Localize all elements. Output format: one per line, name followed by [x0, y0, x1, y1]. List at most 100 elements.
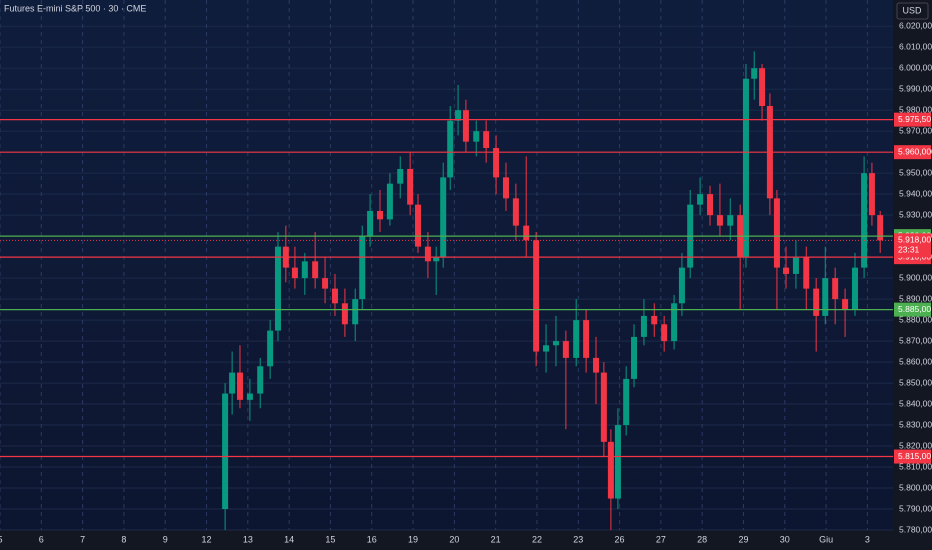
- candle-body: [312, 261, 319, 279]
- x-tick-label: 9: [163, 534, 168, 544]
- x-tick-label: 5: [0, 534, 3, 544]
- candle-body: [455, 110, 462, 121]
- candle-body: [751, 68, 758, 79]
- candle-body: [552, 341, 559, 346]
- candle-body: [483, 131, 490, 148]
- time-axis: [0, 530, 893, 550]
- x-tick-label: 30: [780, 534, 790, 544]
- x-tick-label: 16: [367, 534, 377, 544]
- candle-body: [440, 177, 447, 258]
- x-tick-label: 3: [865, 534, 870, 544]
- candle-body: [573, 320, 580, 358]
- y-tick-label: 6.020,00: [899, 20, 932, 30]
- x-tick-label: 28: [697, 534, 707, 544]
- candle-body: [377, 210, 383, 220]
- candle-body: [367, 210, 374, 237]
- candle-body: [359, 236, 366, 300]
- y-tick-label: 5.890,00: [899, 293, 932, 303]
- chart-title: Futures E-mini S&P 500 · 30 · CME: [4, 3, 146, 13]
- y-tick-label: 5.980,00: [899, 104, 932, 114]
- candle-body: [473, 131, 480, 142]
- candle-body: [727, 215, 734, 226]
- level-label: 5.815,00: [898, 451, 931, 461]
- candle-body: [716, 215, 723, 226]
- candle-body: [773, 198, 780, 268]
- x-tick-label: Giu: [819, 534, 833, 544]
- candle-body: [852, 267, 858, 310]
- candle-body: [502, 177, 509, 199]
- candle-body: [661, 324, 668, 342]
- x-tick-label: 27: [656, 534, 666, 544]
- candle-body: [291, 267, 298, 279]
- x-tick-label: 20: [449, 534, 459, 544]
- candle-body: [783, 267, 790, 274]
- countdown: 23:31: [898, 245, 920, 255]
- candle-body: [331, 288, 338, 304]
- level-label: 5.960,00: [898, 146, 931, 156]
- y-tick-label: 5.870,00: [899, 335, 932, 345]
- candle-body: [229, 372, 236, 394]
- candle-body: [678, 267, 685, 304]
- y-tick-label: 5.790,00: [899, 503, 932, 513]
- candle-body: [562, 341, 569, 358]
- candle-body: [301, 261, 308, 279]
- candle-body: [832, 278, 839, 300]
- candle-body: [415, 204, 421, 247]
- candle-body: [274, 246, 281, 331]
- candle-body: [543, 345, 550, 352]
- x-tick-label: 12: [202, 534, 212, 544]
- x-tick-label: 23: [573, 534, 583, 544]
- x-tick-label: 7: [80, 534, 85, 544]
- candle-body: [707, 194, 714, 216]
- currency-button[interactable]: [896, 2, 929, 20]
- y-tick-label: 5.780,00: [899, 524, 932, 534]
- candle-body: [877, 215, 884, 241]
- candle-body: [523, 225, 530, 241]
- candle-body: [322, 278, 329, 289]
- candle-body: [600, 372, 607, 442]
- level-label-bg: [894, 145, 931, 160]
- candle-body: [462, 110, 469, 142]
- y-tick-label: 5.880,00: [899, 314, 932, 324]
- candle-body: [822, 278, 829, 316]
- y-tick-label: 5.800,00: [899, 482, 932, 492]
- candle-body: [447, 120, 454, 178]
- y-tick-label: 5.840,00: [899, 398, 932, 408]
- x-tick-label: 19: [408, 534, 418, 544]
- x-tick-label: 14: [284, 534, 294, 544]
- y-tick-label: 5.970,00: [899, 125, 932, 135]
- x-tick-label: 8: [121, 534, 126, 544]
- currency[interactable]: USD: [902, 5, 922, 15]
- y-tick-label: 5.990,00: [899, 83, 932, 93]
- candle-body: [614, 425, 621, 499]
- candle-body: [407, 168, 414, 205]
- last-price-bg: [894, 233, 931, 258]
- candle-body: [640, 315, 647, 337]
- candle-body: [493, 147, 500, 178]
- candle-body: [759, 68, 766, 106]
- candle-body: [583, 320, 590, 358]
- y-tick-label: 6.010,00: [899, 41, 932, 51]
- candle-body: [246, 393, 253, 400]
- x-tick-label: 21: [491, 534, 501, 544]
- candle-body: [386, 183, 393, 220]
- y-tick-label: 5.850,00: [899, 377, 932, 387]
- level-label: 5.885,00: [898, 304, 931, 314]
- candle-body: [512, 198, 519, 226]
- level-label-bg: [894, 112, 931, 127]
- candle-body: [623, 378, 630, 426]
- candle-body: [533, 240, 540, 352]
- candle-body: [352, 299, 359, 325]
- candle-body: [631, 336, 638, 379]
- candle-body: [267, 330, 274, 367]
- y-tick-label: 5.820,00: [899, 440, 932, 450]
- x-tick-label: 29: [738, 534, 748, 544]
- x-tick-label: 13: [243, 534, 253, 544]
- y-tick-label: 5.830,00: [899, 419, 932, 429]
- level-label-bg: [894, 449, 931, 464]
- level-label: 5.975,50: [898, 114, 931, 124]
- y-tick-label: 6.000,00: [899, 62, 932, 72]
- y-tick-label: 5.900,00: [899, 272, 932, 282]
- candle-body: [341, 303, 348, 325]
